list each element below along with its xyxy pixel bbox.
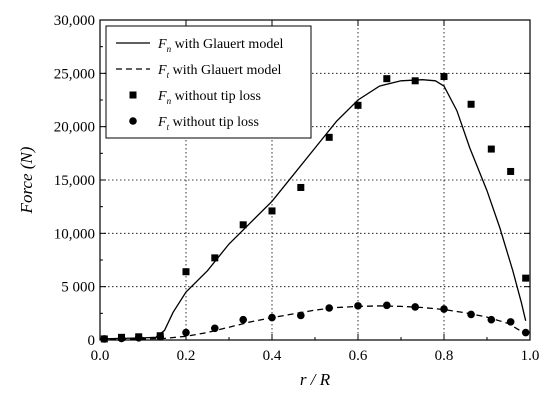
legend-circle-swatch	[129, 117, 137, 125]
x-tick-label: 0.0	[91, 348, 110, 364]
y-axis-title: Force (N)	[17, 146, 36, 214]
fn-tip-loss-point	[383, 75, 391, 83]
fn-tip-loss-point	[522, 274, 530, 282]
ft-tip-loss-point	[211, 324, 219, 333]
x-tick-label: 0.4	[263, 348, 282, 364]
fn-tip-loss-point	[507, 167, 515, 175]
y-tick-label: 15,000	[54, 173, 95, 189]
legend-label: Ft without tip loss	[157, 115, 259, 132]
fn-tip-loss-point	[467, 100, 475, 108]
fn-tip-loss-point	[354, 101, 362, 109]
fn-tip-loss-point	[268, 207, 276, 215]
ft-tip-loss-point	[383, 301, 391, 310]
ft-tip-loss-point	[239, 315, 247, 324]
ft-tip-loss-point	[521, 328, 530, 337]
legend-label: Fn without tip loss	[157, 89, 261, 106]
ft-tip-loss-point	[411, 303, 419, 311]
fn-tip-loss-point	[297, 183, 305, 191]
x-tick-label: 0.6	[349, 348, 368, 364]
fn-tip-loss-point	[440, 73, 448, 81]
y-tick-label: 5 000	[61, 280, 95, 296]
x-axis-title: r / R	[300, 370, 331, 389]
series-layer	[99, 73, 530, 343]
ft-tip-loss-point	[487, 315, 496, 324]
y-tick-label: 30,000	[54, 13, 95, 29]
y-tick-label: 0	[88, 333, 96, 349]
fn-tip-loss-point	[182, 268, 190, 276]
x-tick-label: 0.8	[435, 348, 454, 364]
axis-ticks: 0.0 0.2 0.4 0.6 0.8 1.0 0 5 000 10,000 15,000 20,0…	[54, 13, 540, 364]
fn-tip-loss-point	[211, 254, 219, 262]
y-tick-label: 20,000	[54, 120, 95, 136]
x-tick-label: 0.2	[177, 348, 196, 364]
ft-tip-loss-point	[297, 311, 305, 320]
y-tick-label: 25,000	[54, 66, 95, 82]
ft-tip-loss-point	[268, 313, 276, 322]
legend: Fn with Glauert model Ft with Glauert mod…	[105, 25, 312, 139]
x-tick-label: 1.0	[521, 348, 540, 364]
ft-tip-loss-point	[117, 334, 126, 343]
ft-tip-loss-point	[440, 305, 448, 313]
ft-glauert-line	[99, 305, 527, 341]
fn-glauert-line	[99, 79, 527, 340]
ft-tip-loss-point	[506, 318, 515, 326]
fn-tip-loss-point	[411, 77, 419, 85]
legend-label: Fn with Glauert model	[157, 37, 284, 54]
ft-tip-loss-point	[100, 335, 109, 343]
legend-square-swatch	[129, 91, 137, 99]
fn-tip-loss-point	[487, 145, 495, 153]
legend-label: Ft with Glauert model	[157, 63, 282, 80]
ft-tip-loss-point	[467, 310, 475, 319]
ft-tip-loss-point	[354, 302, 362, 310]
ft-tip-loss-point	[156, 333, 164, 341]
y-tick-label: 10,000	[54, 226, 95, 242]
ft-tip-loss-point	[325, 304, 333, 312]
fn-tip-loss-point	[239, 221, 247, 229]
ft-tip-loss-point	[182, 328, 190, 337]
legend-box	[105, 25, 312, 139]
fn-tip-loss-point	[325, 133, 333, 141]
